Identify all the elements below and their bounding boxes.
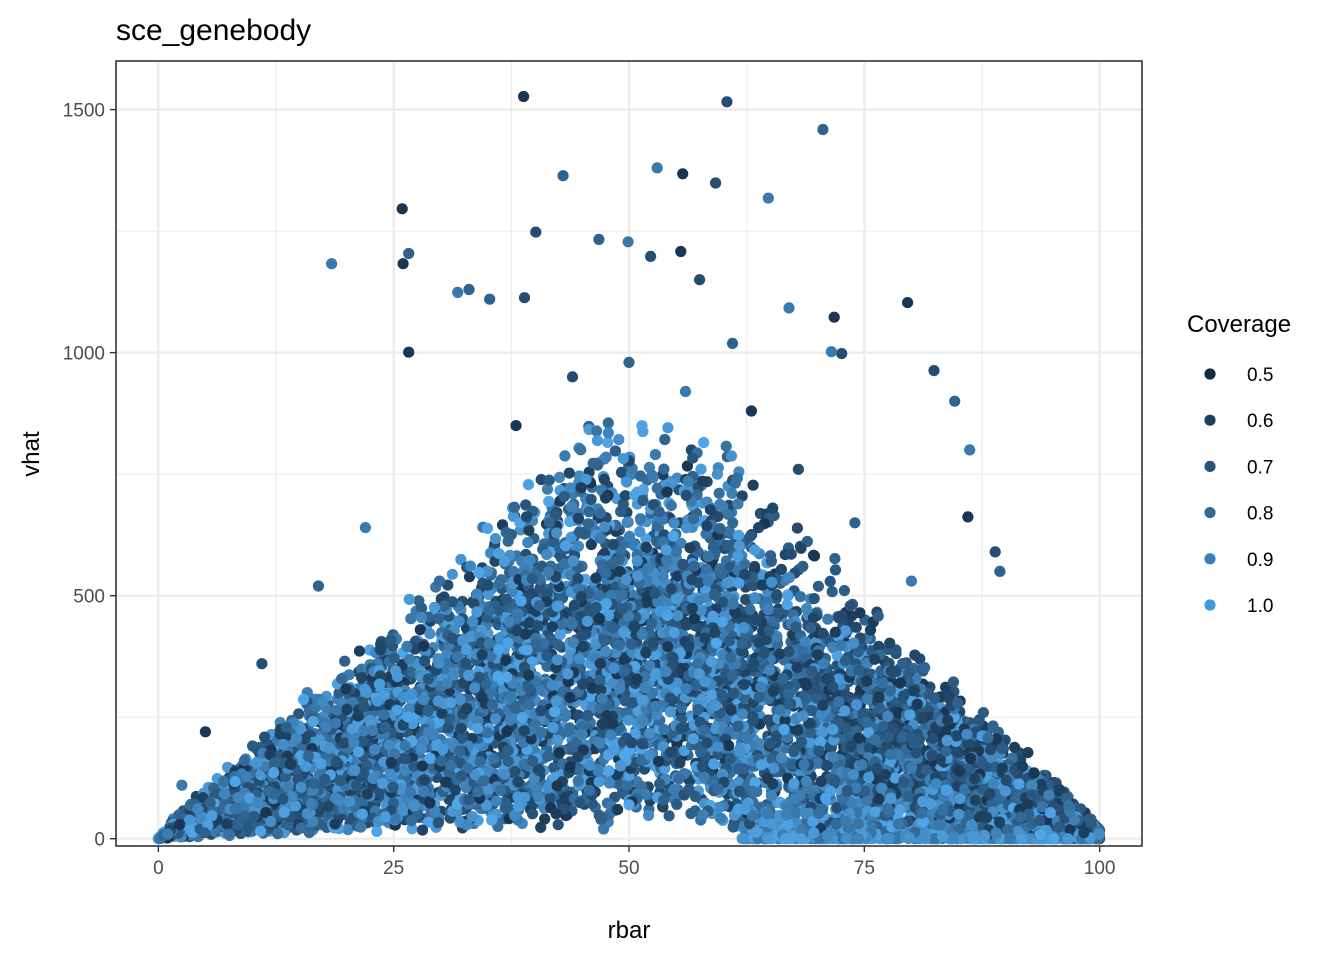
data-point bbox=[489, 533, 502, 545]
chart-title: sce_genebody bbox=[116, 14, 311, 47]
data-point bbox=[826, 586, 838, 598]
data-point bbox=[559, 450, 571, 462]
data-point bbox=[518, 292, 531, 304]
data-point bbox=[962, 511, 974, 523]
data-point bbox=[695, 463, 707, 475]
data-point bbox=[792, 463, 805, 475]
data-point bbox=[541, 483, 554, 495]
data-point bbox=[256, 658, 268, 670]
data-point bbox=[964, 444, 976, 456]
data-point bbox=[828, 311, 840, 323]
data-point bbox=[849, 517, 861, 529]
data-point bbox=[572, 709, 585, 721]
data-point bbox=[668, 783, 680, 796]
data-point bbox=[522, 479, 535, 491]
data-point bbox=[199, 726, 211, 738]
data-point bbox=[446, 568, 458, 580]
data-point bbox=[602, 417, 614, 429]
data-point bbox=[710, 177, 722, 189]
data-point bbox=[812, 580, 825, 592]
data-points bbox=[152, 90, 1106, 845]
data-point bbox=[785, 548, 797, 560]
data-point bbox=[403, 346, 415, 358]
data-point bbox=[634, 513, 647, 525]
data-point bbox=[794, 591, 807, 603]
data-point bbox=[711, 468, 724, 480]
data-point bbox=[817, 123, 829, 136]
data-point bbox=[543, 495, 555, 507]
data-point bbox=[940, 681, 952, 693]
data-point bbox=[674, 757, 686, 769]
data-point bbox=[767, 502, 779, 514]
data-point bbox=[721, 96, 733, 108]
data-point bbox=[725, 450, 738, 462]
data-point bbox=[838, 585, 851, 597]
data-point bbox=[615, 466, 628, 478]
data-point bbox=[339, 655, 351, 667]
data-point bbox=[455, 553, 467, 566]
data-point bbox=[482, 588, 494, 601]
data-point bbox=[762, 714, 774, 726]
data-point bbox=[634, 526, 646, 538]
data-point bbox=[726, 337, 739, 349]
data-point bbox=[403, 247, 415, 260]
data-point bbox=[535, 821, 547, 834]
data-point bbox=[762, 192, 774, 204]
data-point bbox=[989, 546, 1001, 558]
data-point bbox=[566, 371, 579, 383]
data-point bbox=[651, 482, 663, 494]
data-point bbox=[598, 823, 610, 835]
data-point bbox=[680, 522, 693, 534]
data-point bbox=[591, 425, 603, 437]
data-point bbox=[713, 487, 725, 499]
data-point bbox=[563, 467, 575, 479]
data-point bbox=[829, 564, 842, 576]
data-point bbox=[552, 819, 564, 831]
data-point bbox=[698, 436, 710, 449]
data-point bbox=[484, 293, 496, 305]
data-point bbox=[442, 579, 454, 591]
data-point bbox=[662, 422, 674, 434]
data-point bbox=[523, 524, 535, 536]
data-point bbox=[720, 440, 732, 452]
data-point bbox=[414, 624, 426, 636]
data-point bbox=[359, 522, 371, 534]
data-point bbox=[909, 649, 921, 661]
data-point bbox=[452, 286, 464, 298]
data-point bbox=[539, 813, 551, 825]
data-point bbox=[396, 203, 408, 215]
data-point bbox=[836, 348, 848, 360]
data-point bbox=[1022, 747, 1034, 759]
data-point bbox=[593, 233, 605, 245]
data-point bbox=[553, 471, 566, 483]
data-point bbox=[643, 809, 655, 822]
data-point bbox=[808, 550, 821, 562]
data-point bbox=[994, 565, 1006, 578]
